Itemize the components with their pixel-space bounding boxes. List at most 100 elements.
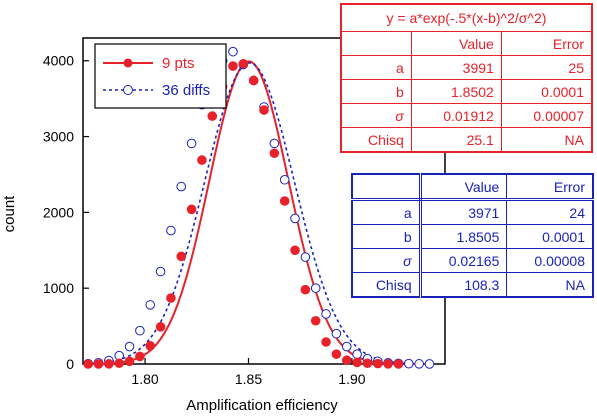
point-36diffs <box>331 328 342 339</box>
point-9pts <box>393 359 404 369</box>
point-9pts <box>300 284 311 295</box>
point-36diffs <box>279 174 290 185</box>
x-tick-label: 1.80 <box>131 371 158 387</box>
point-9pts <box>269 148 280 159</box>
point-36diffs <box>186 138 197 149</box>
point-36diffs <box>176 181 187 192</box>
point-9pts <box>124 356 135 367</box>
point-9pts <box>290 245 300 256</box>
point-9pts <box>321 337 331 347</box>
point-36diffs <box>404 358 414 369</box>
header-value: Value <box>419 173 508 201</box>
point-9pts <box>207 111 218 121</box>
point-9pts <box>341 355 352 366</box>
param-value: 0.02165 <box>419 248 508 273</box>
header-error: Error <box>500 31 593 56</box>
param-name: b <box>340 79 412 104</box>
param-error: 0.00007 <box>500 103 593 128</box>
fit-table-red: y = a*exp(-.5*(x-b)^2/σ^2) Value Error a… <box>340 3 593 153</box>
point-9pts <box>93 359 104 369</box>
point-36diffs <box>300 252 311 262</box>
y-tick-label: 0 <box>66 356 74 372</box>
fit-table-blue: Value Error a 3971 24 b 1.8505 0.0001 σ … <box>351 173 594 298</box>
param-value: 3971 <box>419 199 508 225</box>
point-36diffs <box>341 341 352 352</box>
point-9pts <box>259 105 269 115</box>
point-9pts <box>352 357 362 368</box>
point-9pts <box>228 61 238 71</box>
point-36diffs <box>166 225 176 236</box>
point-36diffs <box>155 266 166 277</box>
point-9pts <box>372 358 383 369</box>
param-value: 3991 <box>410 55 502 80</box>
y-tick-label: 4000 <box>43 53 74 69</box>
x-tick-label: 1.90 <box>338 371 365 387</box>
header-error: Error <box>506 173 594 201</box>
point-9pts <box>186 204 197 215</box>
param-value: 1.8502 <box>410 79 502 104</box>
param-error: 0.0001 <box>500 79 593 104</box>
param-value: 0.01912 <box>410 103 502 128</box>
point-9pts <box>197 155 207 165</box>
x-axis-label: Amplification efficiency <box>186 397 338 414</box>
point-9pts <box>166 293 176 303</box>
header-blank <box>340 31 412 56</box>
point-9pts <box>331 349 342 359</box>
legend-label-36diffs: 36 diffs <box>162 82 210 99</box>
header-blank <box>351 173 422 201</box>
point-36diffs <box>414 359 424 369</box>
data-points <box>83 46 435 369</box>
param-name: Chisq <box>340 127 412 153</box>
point-36diffs <box>424 359 435 369</box>
legend-box <box>94 43 227 109</box>
param-error: 0.0001 <box>506 224 594 249</box>
y-tick-label: 2000 <box>43 204 74 220</box>
y-axis-label: count <box>1 195 18 233</box>
point-36diffs <box>145 300 156 310</box>
point-9pts <box>383 359 393 369</box>
param-error: NA <box>506 272 594 298</box>
point-36diffs <box>124 341 135 352</box>
param-name: a <box>351 199 422 225</box>
axis-ticks: 0 1000 2000 3000 4000 1.80 1.85 1.90 <box>43 53 366 387</box>
x-tick-label: 1.85 <box>235 371 262 387</box>
param-name: σ <box>340 103 412 128</box>
legend-label-9pts: 9 pts <box>162 55 195 72</box>
point-9pts <box>114 358 124 369</box>
legend-marker-9pts <box>123 58 133 68</box>
point-36diffs <box>135 325 145 336</box>
point-36diffs <box>228 46 238 57</box>
param-name: b <box>351 224 422 249</box>
legend-marker-36diffs <box>123 85 133 95</box>
point-36diffs <box>321 309 331 319</box>
point-36diffs <box>310 283 321 293</box>
fit-formula: y = a*exp(-.5*(x-b)^2/σ^2) <box>340 3 593 32</box>
point-9pts <box>362 358 373 369</box>
point-9pts <box>135 351 145 362</box>
point-36diffs <box>269 138 280 149</box>
param-name: σ <box>351 248 422 273</box>
point-9pts <box>238 58 249 69</box>
y-tick-label: 1000 <box>43 280 74 296</box>
point-9pts <box>279 196 290 206</box>
param-error: NA <box>500 127 593 153</box>
point-9pts <box>248 75 259 86</box>
point-9pts <box>176 251 187 262</box>
param-error: 24 <box>506 199 594 225</box>
point-9pts <box>145 341 156 351</box>
point-9pts <box>104 359 114 369</box>
point-9pts <box>83 359 93 369</box>
point-9pts <box>310 315 321 326</box>
point-36diffs <box>290 213 300 224</box>
param-value: 25.1 <box>410 127 502 153</box>
legend: 9 pts 36 diffs <box>94 43 227 109</box>
y-tick-label: 3000 <box>43 129 74 145</box>
fit-curve-1 <box>87 62 435 365</box>
param-error: 25 <box>500 55 593 80</box>
point-36diffs <box>352 349 362 359</box>
param-error: 0.00008 <box>506 248 594 273</box>
param-value: 108.3 <box>419 272 508 298</box>
param-name: a <box>340 55 412 80</box>
header-value: Value <box>410 31 502 56</box>
